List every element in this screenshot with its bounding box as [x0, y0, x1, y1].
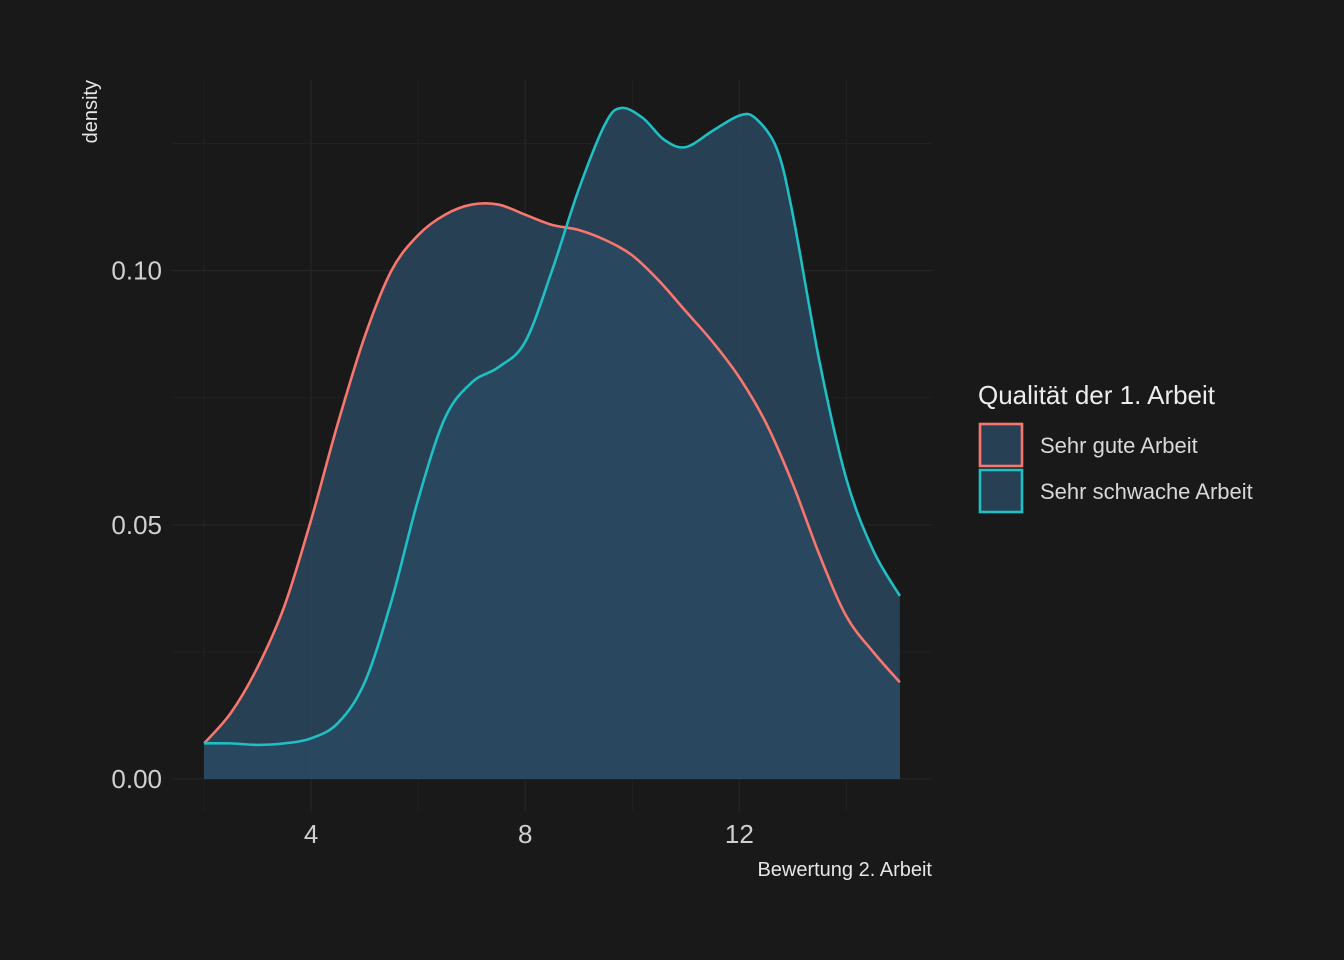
y-tick-label: 0.10 [111, 256, 162, 286]
legend: Qualität der 1. Arbeit Sehr gute ArbeitS… [978, 380, 1253, 514]
y-tick-label: 0.00 [111, 764, 162, 794]
density-line-1 [204, 106, 902, 747]
x-tick-label: 12 [725, 819, 754, 849]
density-lines [203, 106, 902, 747]
x-tick-label: 8 [518, 819, 532, 849]
density-line-0 [203, 201, 901, 745]
legend-key-1 [978, 468, 1024, 514]
x-tick-label: 4 [304, 819, 318, 849]
y-axis-ticks: 0.00 0.05 0.10 [111, 256, 162, 794]
y-tick-label: 0.05 [111, 510, 162, 540]
legend-title: Qualität der 1. Arbeit [978, 380, 1216, 410]
legend-items: Sehr gute Arbeit Sehr schwache Arbeit [978, 422, 1253, 514]
density-areas [204, 107, 900, 779]
x-axis-title: Bewertung 2. Arbeit [757, 859, 932, 881]
y-axis-title: density [80, 80, 102, 143]
density-area-1 [204, 107, 900, 779]
x-axis-ticks: 4 8 12 [304, 819, 754, 849]
legend-key-0 [978, 422, 1024, 468]
legend-label-1: Sehr schwache Arbeit [1040, 479, 1253, 504]
legend-label-0: Sehr gute Arbeit [1040, 433, 1198, 458]
